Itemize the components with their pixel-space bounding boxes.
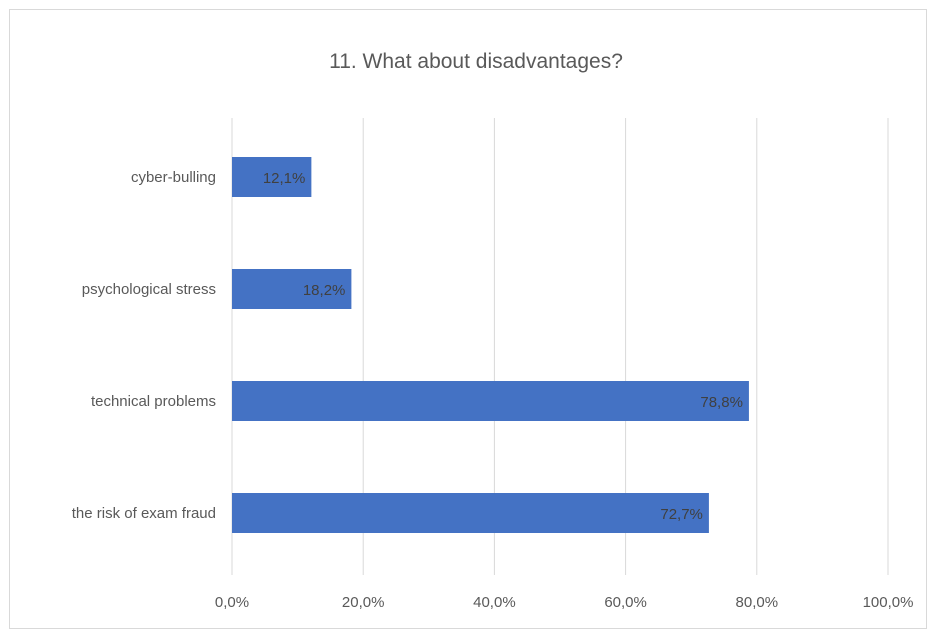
chart-title: 11. What about disadvantages? bbox=[329, 50, 623, 73]
data-label: 72,7% bbox=[660, 506, 703, 523]
bar bbox=[232, 157, 312, 197]
bar bbox=[232, 493, 709, 533]
category-label: technical problems bbox=[91, 393, 216, 410]
x-tick-label: 20,0% bbox=[342, 594, 385, 611]
data-label: 12,1% bbox=[263, 170, 306, 187]
category-label: the risk of exam fraud bbox=[72, 505, 216, 522]
x-tick-label: 100,0% bbox=[863, 594, 914, 611]
bar bbox=[232, 381, 749, 421]
data-label: 18,2% bbox=[303, 282, 346, 299]
x-tick-label: 80,0% bbox=[736, 594, 779, 611]
category-label: cyber-bulling bbox=[131, 169, 216, 186]
bar bbox=[232, 269, 352, 309]
x-tick-label: 60,0% bbox=[604, 594, 647, 611]
data-label: 78,8% bbox=[700, 394, 743, 411]
chart-frame: 11. What about disadvantages? cyber-bull… bbox=[9, 9, 927, 629]
x-tick-label: 40,0% bbox=[473, 594, 516, 611]
category-label: psychological stress bbox=[82, 281, 216, 298]
x-tick-label: 0,0% bbox=[215, 594, 249, 611]
bars bbox=[232, 157, 749, 533]
category-labels: cyber-bulling psychological stress technic… bbox=[72, 169, 216, 522]
x-axis-tick-labels: 0,0% 20,0% 40,0% 60,0% 80,0% 100,0% bbox=[215, 594, 914, 611]
bar-chart: 11. What about disadvantages? cyber-bull… bbox=[72, 50, 914, 611]
data-labels: 12,1% 18,2% 78,8% 72,7% bbox=[263, 170, 743, 523]
